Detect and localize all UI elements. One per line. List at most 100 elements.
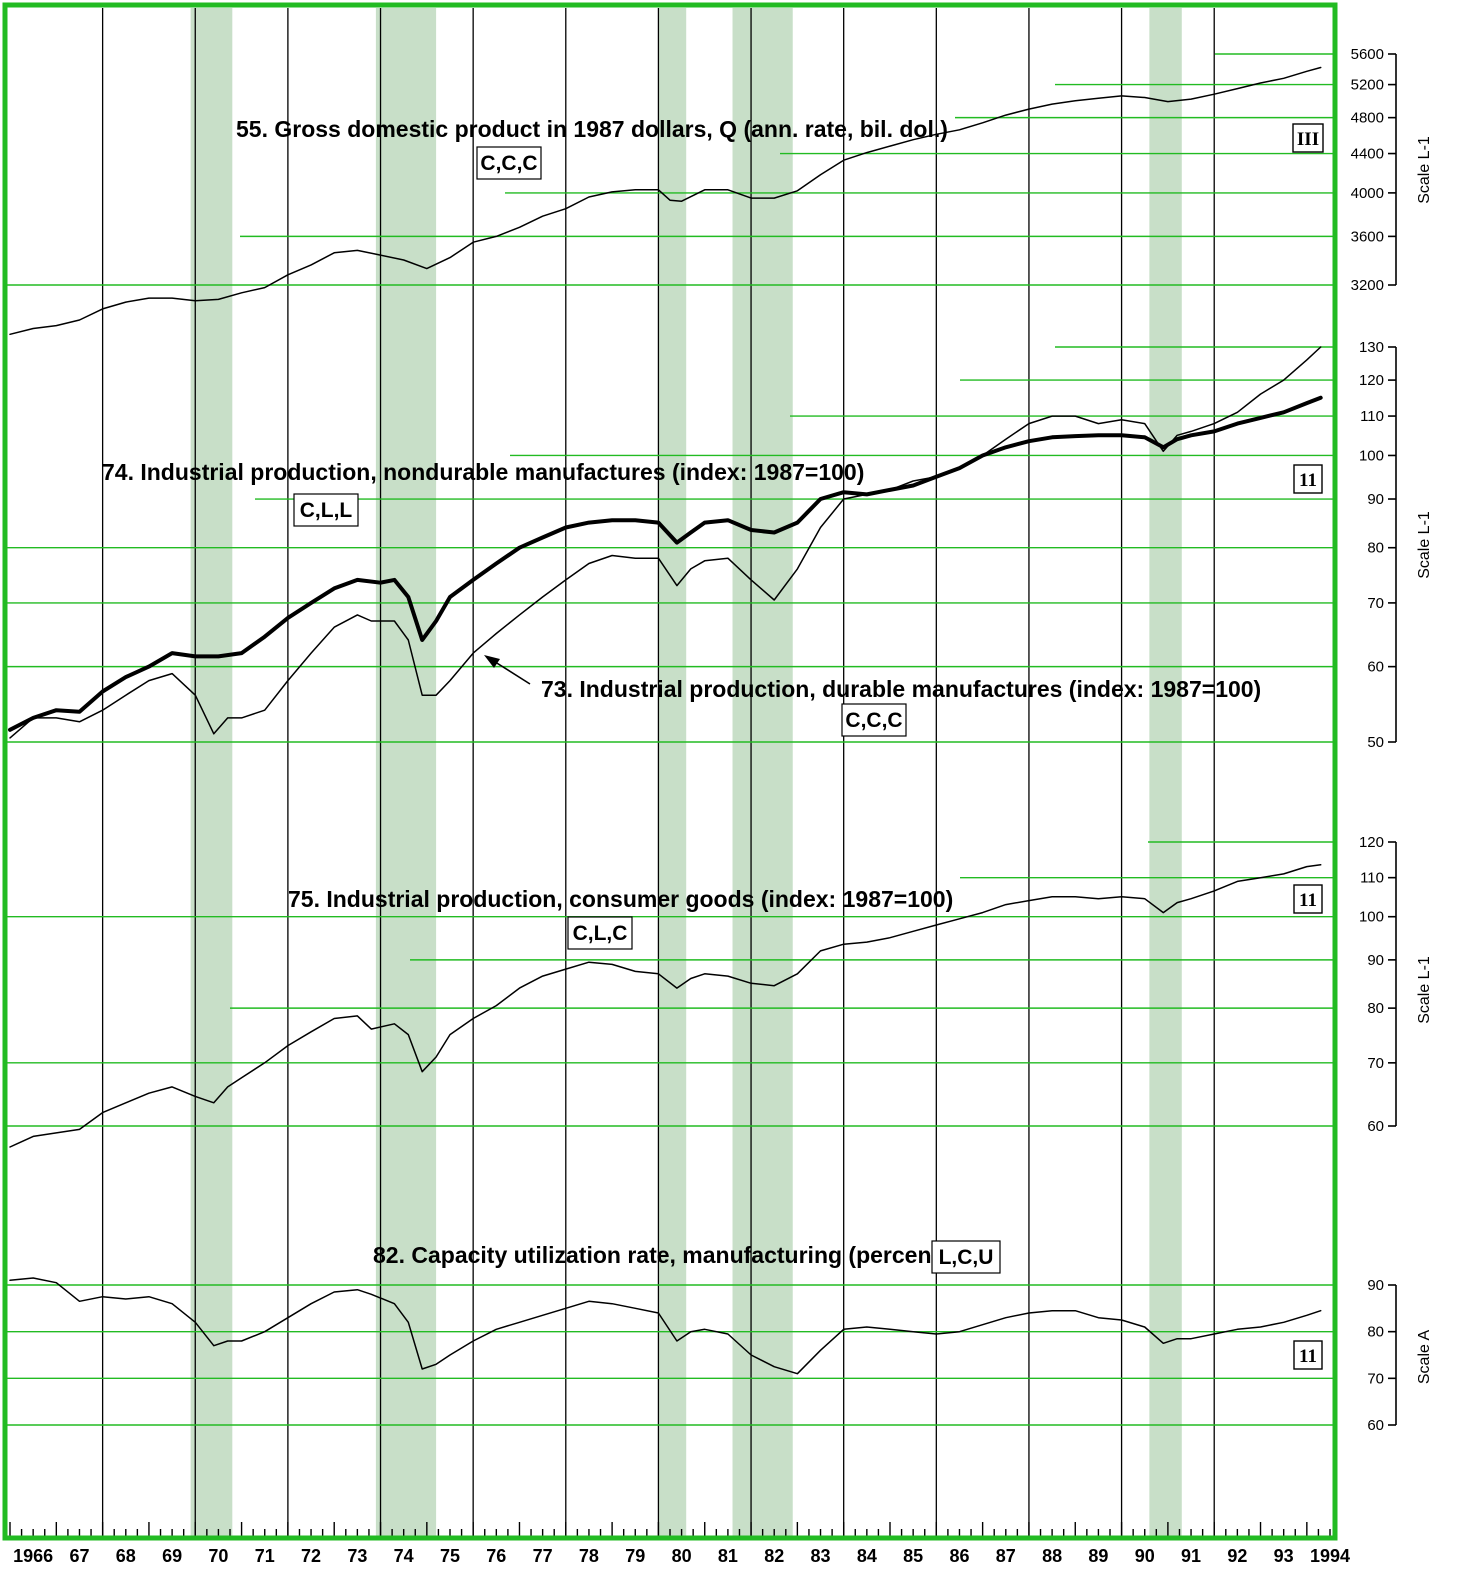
code-consumer-goods: C,L,C: [573, 922, 628, 945]
tick-label-p0-5200: 5200: [1351, 77, 1384, 94]
code-box-consumer-goods: C,L,C: [567, 916, 633, 950]
right-axes-layer: 3200 3600 4000 4400 4800 5200 5600 50 60 70 80 90 10…: [1351, 46, 1397, 1434]
tick-label-p2-100: 100: [1359, 909, 1384, 926]
tick-label-p2-80: 80: [1367, 1000, 1384, 1017]
year-label-1966: 1966: [13, 1546, 53, 1566]
tick-label-p0-5600: 5600: [1351, 46, 1384, 63]
series-line-p1-1: [9, 346, 1322, 739]
recession-band-1: [375, 8, 437, 1536]
panel-title-capacity-utilization: 82. Capacity utilization rate, manufactu…: [373, 1242, 947, 1268]
year-label-1992: 92: [1227, 1546, 1247, 1566]
badge-nondurable-text: 11: [1299, 470, 1317, 491]
code-durable: C,C,C: [845, 709, 902, 732]
tick-label-p2-90: 90: [1367, 952, 1384, 969]
chart-frame: [2, 2, 1338, 1541]
tick-label-p1-100: 100: [1359, 447, 1384, 464]
tick-label-p0-3600: 3600: [1351, 228, 1384, 245]
year-label-1990: 90: [1135, 1546, 1155, 1566]
year-label-1988: 88: [1042, 1546, 1062, 1566]
tick-label-p0-3200: 3200: [1351, 277, 1384, 294]
year-label-1974: 74: [394, 1546, 414, 1566]
year-label-1975: 75: [440, 1546, 460, 1566]
tick-label-p2-70: 70: [1367, 1055, 1384, 1072]
badge-capacity-text: 11: [1299, 1346, 1317, 1367]
year-label-1985: 85: [903, 1546, 923, 1566]
year-label-1993: 93: [1274, 1546, 1294, 1566]
panel-title-nondurable: 74. Industrial production, nondurable ma…: [102, 459, 864, 485]
tick-label-p2-120: 120: [1359, 834, 1384, 851]
badge-gdp: III: [1292, 123, 1324, 153]
year-label-1987: 87: [996, 1546, 1016, 1566]
year-label-1973: 73: [347, 1546, 367, 1566]
recession-shading-layer: [190, 8, 1182, 1536]
tick-label-p3-60: 60: [1367, 1417, 1384, 1434]
year-label-1969: 69: [162, 1546, 182, 1566]
tick-label-p3-90: 90: [1367, 1277, 1384, 1294]
series-line-p2-0: [9, 864, 1322, 1148]
recession-band-2: [658, 8, 687, 1536]
year-label-1991: 91: [1181, 1546, 1201, 1566]
scale-label-nondurable: Scale L-1: [1416, 511, 1433, 579]
code-nondurable: C,L,L: [300, 499, 353, 522]
panel-title-gdp: 55. Gross domestic product in 1987 dolla…: [236, 116, 948, 142]
year-label-1989: 89: [1088, 1546, 1108, 1566]
tick-label-p0-4400: 4400: [1351, 146, 1384, 163]
year-label-1970: 70: [208, 1546, 228, 1566]
scale-label-consumer-goods: Scale L-1: [1416, 956, 1433, 1024]
code-box-gdp: C,C,C: [476, 146, 542, 180]
badge-gdp-text: III: [1297, 129, 1319, 150]
year-label-1971: 71: [255, 1546, 275, 1566]
year-label-1981: 81: [718, 1546, 738, 1566]
badge-capacity: 11: [1293, 1340, 1323, 1370]
year-label-1982: 82: [764, 1546, 784, 1566]
tick-label-p1-50: 50: [1367, 734, 1384, 751]
badge-consumer-goods-text: 11: [1299, 890, 1317, 911]
scale-label-capacity: Scale A: [1416, 1330, 1433, 1385]
year-label-1980: 80: [672, 1546, 692, 1566]
recession-band-4: [1149, 8, 1182, 1536]
year-label-1967: 67: [69, 1546, 89, 1566]
tick-label-p1-120: 120: [1359, 372, 1384, 389]
code-gdp: C,C,C: [480, 152, 537, 175]
tick-label-p0-4000: 4000: [1351, 185, 1384, 202]
annotation-durable: 73. Industrial production, durable manuf…: [541, 676, 1261, 702]
tick-label-p3-80: 80: [1367, 1324, 1384, 1341]
series-line-p0-0: [9, 66, 1322, 336]
tick-label-p3-70: 70: [1367, 1370, 1384, 1387]
tick-label-p1-80: 80: [1367, 540, 1384, 557]
year-axis: 1966 67 68 69 70 71 72 73 74 75 76 77 78 79 80 81 82 83 84…: [9, 1522, 1350, 1566]
year-label-1976: 76: [486, 1546, 506, 1566]
year-label-1968: 68: [116, 1546, 136, 1566]
year-label-1979: 79: [625, 1546, 645, 1566]
code-box-capacity: L,C,U: [931, 1240, 1001, 1274]
code-box-durable: C,C,C: [841, 703, 907, 737]
series-layer: [8, 66, 1323, 1375]
recession-band-0: [190, 8, 233, 1536]
year-label-1994: 1994: [1310, 1546, 1350, 1566]
series-line-p3-0: [9, 1277, 1322, 1375]
year-gridlines-layer: [101, 8, 1215, 1536]
code-capacity: L,C,U: [939, 1246, 994, 1269]
series-line-p1-0: [8, 395, 1323, 732]
year-label-1983: 83: [811, 1546, 831, 1566]
tick-label-p0-4800: 4800: [1351, 110, 1384, 127]
year-label-1972: 72: [301, 1546, 321, 1566]
panel-title-consumer-goods: 75. Industrial production, consumer good…: [288, 886, 953, 912]
annotation-arrow: [484, 655, 531, 685]
year-label-1977: 77: [533, 1546, 553, 1566]
tick-label-p2-60: 60: [1367, 1118, 1384, 1135]
tick-label-p1-60: 60: [1367, 659, 1384, 676]
code-box-nondurable: C,L,L: [293, 493, 359, 527]
badge-consumer-goods: 11: [1293, 884, 1323, 914]
tick-label-p1-110: 110: [1360, 408, 1384, 425]
tick-label-p1-90: 90: [1367, 491, 1384, 508]
recession-band-3: [732, 8, 793, 1536]
year-label-1984: 84: [857, 1546, 877, 1566]
titles-layer: 55. Gross domestic product in 1987 dolla…: [102, 116, 1433, 1384]
scale-label-gdp: Scale L-1: [1416, 136, 1433, 204]
badge-nondurable: 11: [1293, 464, 1323, 494]
tick-label-p2-110: 110: [1360, 870, 1384, 887]
year-label-1978: 78: [579, 1546, 599, 1566]
